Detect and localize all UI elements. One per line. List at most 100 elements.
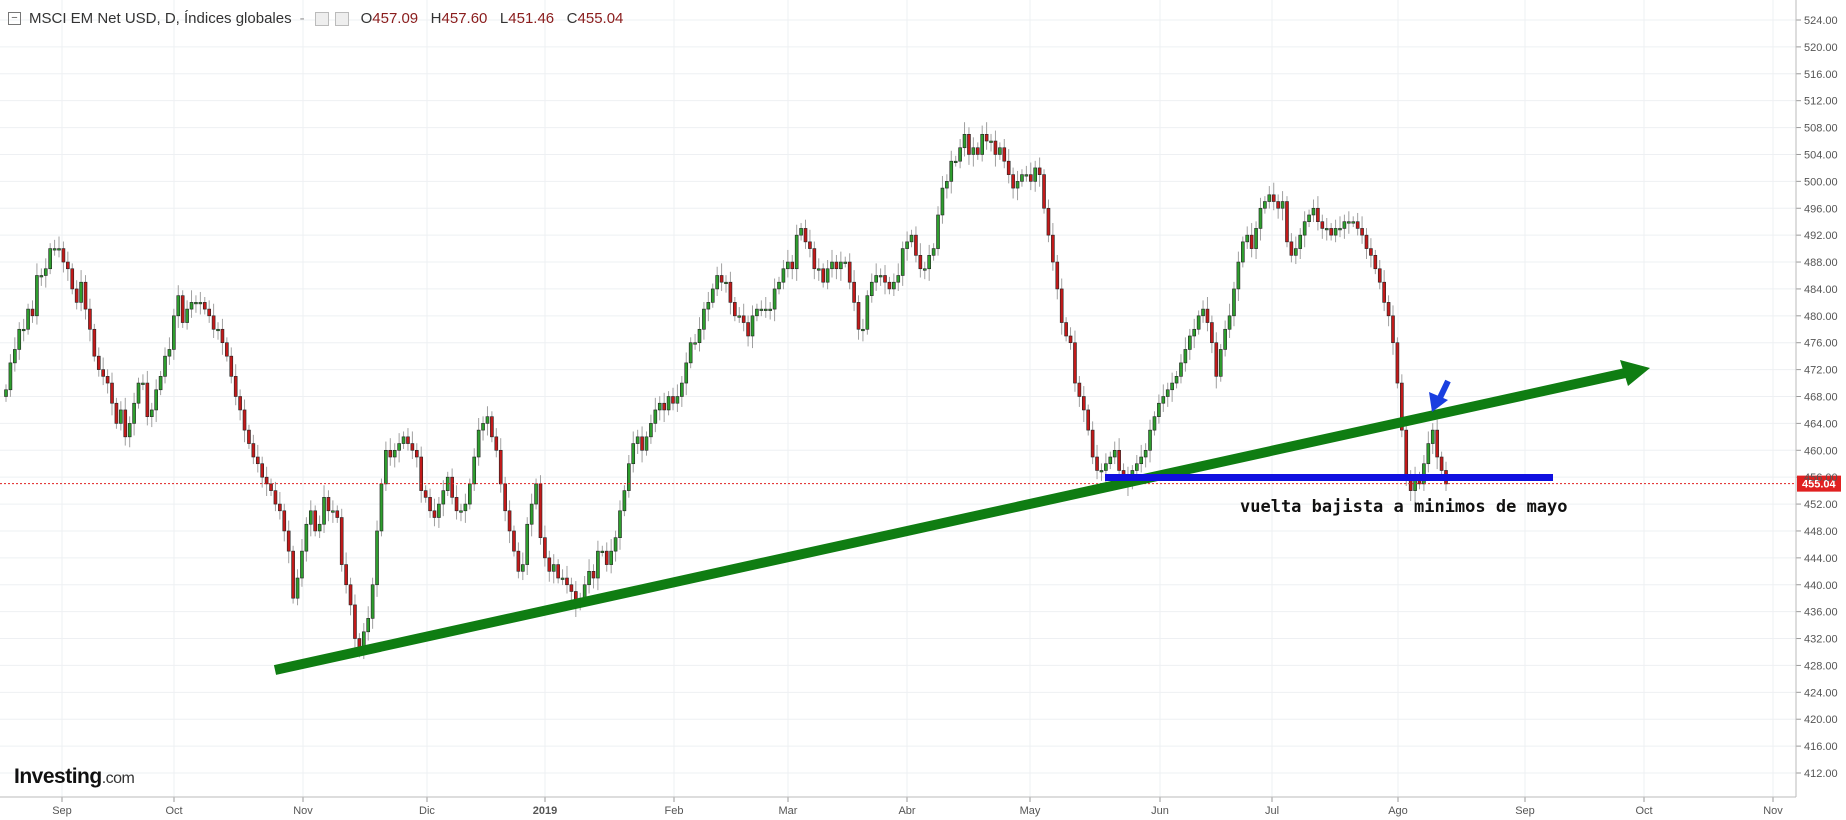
candle-up	[582, 584, 587, 599]
candle	[591, 564, 596, 589]
y-tick-label: 484.00	[1804, 284, 1838, 296]
candle-up	[1241, 241, 1245, 263]
candle-up	[1104, 463, 1108, 471]
candle-up	[459, 510, 463, 513]
candle-up	[1311, 207, 1316, 216]
candle-down	[238, 396, 242, 411]
candle-up	[693, 342, 697, 345]
candle	[587, 559, 591, 594]
candle-down	[1210, 322, 1214, 344]
candle-up	[869, 281, 874, 296]
candle-down	[313, 510, 318, 532]
candle-down	[490, 416, 494, 438]
y-tick-label: 468.00	[1804, 392, 1838, 404]
candle-down	[282, 510, 287, 532]
candle	[1148, 419, 1152, 463]
candle-up	[551, 564, 556, 572]
candle	[1439, 451, 1444, 476]
candle	[657, 396, 662, 421]
candle	[1108, 451, 1113, 470]
candle	[547, 550, 552, 582]
candle-up	[839, 261, 843, 270]
candle	[1201, 300, 1205, 323]
candle	[1377, 260, 1382, 290]
candle	[834, 254, 839, 280]
x-tick-label: Sep	[1515, 805, 1535, 817]
candle-down	[1064, 322, 1068, 337]
x-tick-label: Oct	[1635, 805, 1652, 817]
candle	[1024, 165, 1029, 182]
candle	[892, 273, 896, 296]
candle	[1249, 223, 1254, 258]
y-tick-label: 488.00	[1804, 257, 1838, 269]
y-tick-label: 476.00	[1804, 338, 1838, 350]
candle-down	[410, 443, 415, 451]
candle	[348, 577, 353, 616]
candle	[755, 303, 759, 322]
candle	[1139, 444, 1144, 473]
candle-up	[843, 261, 848, 264]
collapse-icon[interactable]: −	[8, 12, 21, 25]
candle-up	[437, 503, 441, 518]
candle-up	[1223, 328, 1227, 350]
candle	[900, 241, 905, 286]
candle-up	[777, 281, 781, 290]
candle	[525, 517, 530, 576]
candle-up	[1112, 449, 1117, 458]
candle	[481, 416, 485, 441]
candle-up	[799, 228, 803, 236]
close-value: 455.04	[577, 10, 624, 27]
candle-up	[1188, 335, 1192, 350]
candle	[958, 139, 962, 169]
visibility-icon[interactable]	[314, 11, 329, 26]
candle-up	[1227, 315, 1232, 330]
candle	[1046, 199, 1051, 243]
y-tick-label: 424.00	[1804, 687, 1838, 699]
candle	[931, 243, 936, 261]
candle-up	[172, 315, 176, 350]
candle-down	[1117, 449, 1121, 471]
candle-down	[1289, 241, 1294, 256]
candle	[962, 122, 967, 157]
candle	[1099, 463, 1104, 481]
y-tick-label: 428.00	[1804, 660, 1838, 672]
candle	[936, 206, 940, 256]
candle-up	[167, 349, 172, 357]
candle-up	[21, 328, 26, 332]
candle-up	[675, 396, 680, 404]
candle-down	[1090, 429, 1095, 458]
candle-up	[119, 409, 123, 424]
candle-down	[1046, 207, 1051, 236]
candle-up	[194, 302, 198, 305]
candle	[229, 347, 234, 384]
candle-up	[1134, 463, 1139, 471]
candle-up	[905, 241, 909, 249]
candle-up	[8, 362, 13, 391]
candle-up	[127, 423, 132, 438]
candle-down	[1369, 248, 1373, 256]
settings-icon[interactable]	[334, 11, 349, 26]
candle-down	[61, 248, 66, 263]
candle	[1028, 162, 1033, 191]
candle	[1170, 372, 1174, 402]
candle	[843, 256, 848, 268]
y-tick-label: 516.00	[1804, 69, 1838, 81]
candle-up	[1338, 228, 1342, 231]
candle-up	[786, 261, 790, 270]
candle	[1347, 211, 1351, 234]
candle	[52, 239, 57, 256]
candle	[1165, 382, 1170, 407]
y-tick-label: 480.00	[1804, 311, 1838, 323]
candle-down	[450, 476, 454, 498]
candle	[980, 125, 984, 162]
candle-down	[74, 288, 79, 303]
dropdown-icon[interactable]: -	[299, 10, 305, 27]
candle-up	[755, 308, 759, 317]
candle	[21, 318, 26, 342]
candle	[702, 302, 706, 340]
candle	[88, 298, 92, 342]
candle-up	[763, 308, 768, 311]
symbol-legend: − MSCI EM Net USD, D, Índices globales -…	[8, 10, 623, 27]
